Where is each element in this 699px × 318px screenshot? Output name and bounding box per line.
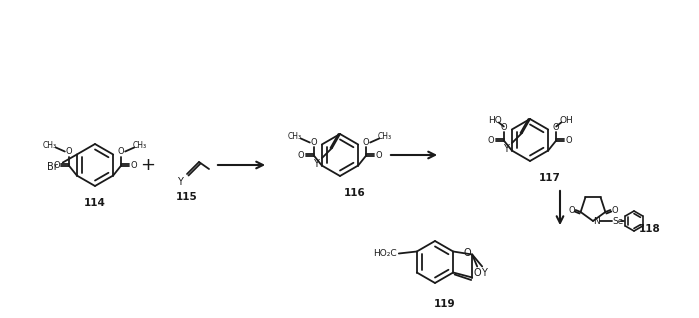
Text: N: N [593, 217, 600, 225]
Text: Y: Y [313, 159, 319, 169]
Text: Se: Se [612, 217, 624, 225]
Text: Y: Y [503, 144, 509, 154]
Text: Y: Y [177, 177, 183, 187]
Text: O: O [54, 161, 60, 170]
Text: O: O [611, 205, 618, 215]
Text: O: O [566, 136, 572, 145]
Text: Y: Y [481, 268, 487, 279]
Text: O: O [376, 151, 382, 160]
Text: O: O [298, 151, 304, 160]
Text: O: O [131, 161, 138, 170]
Text: O: O [66, 147, 72, 156]
Text: 118: 118 [639, 224, 661, 234]
Text: O: O [473, 267, 481, 278]
Text: HO₂C: HO₂C [373, 249, 396, 258]
Text: CH₃: CH₃ [378, 132, 392, 141]
Text: +: + [140, 156, 155, 174]
Text: O: O [568, 205, 575, 215]
Text: 119: 119 [434, 299, 456, 309]
Text: O: O [118, 147, 124, 156]
Text: HO: HO [488, 116, 502, 125]
Text: CH₃: CH₃ [133, 141, 147, 150]
Text: 117: 117 [539, 173, 561, 183]
Text: O: O [500, 122, 507, 132]
Text: O: O [553, 122, 559, 132]
Text: 114: 114 [84, 198, 106, 208]
Text: CH₃: CH₃ [43, 141, 57, 150]
Text: 116: 116 [344, 188, 366, 198]
Text: O: O [487, 136, 494, 145]
Text: OH: OH [559, 116, 573, 125]
Text: CH₃: CH₃ [288, 132, 302, 141]
Text: Br: Br [48, 162, 58, 171]
Text: O: O [310, 138, 317, 147]
Text: 115: 115 [176, 192, 198, 202]
Text: O: O [363, 138, 370, 147]
Text: O: O [464, 248, 472, 258]
